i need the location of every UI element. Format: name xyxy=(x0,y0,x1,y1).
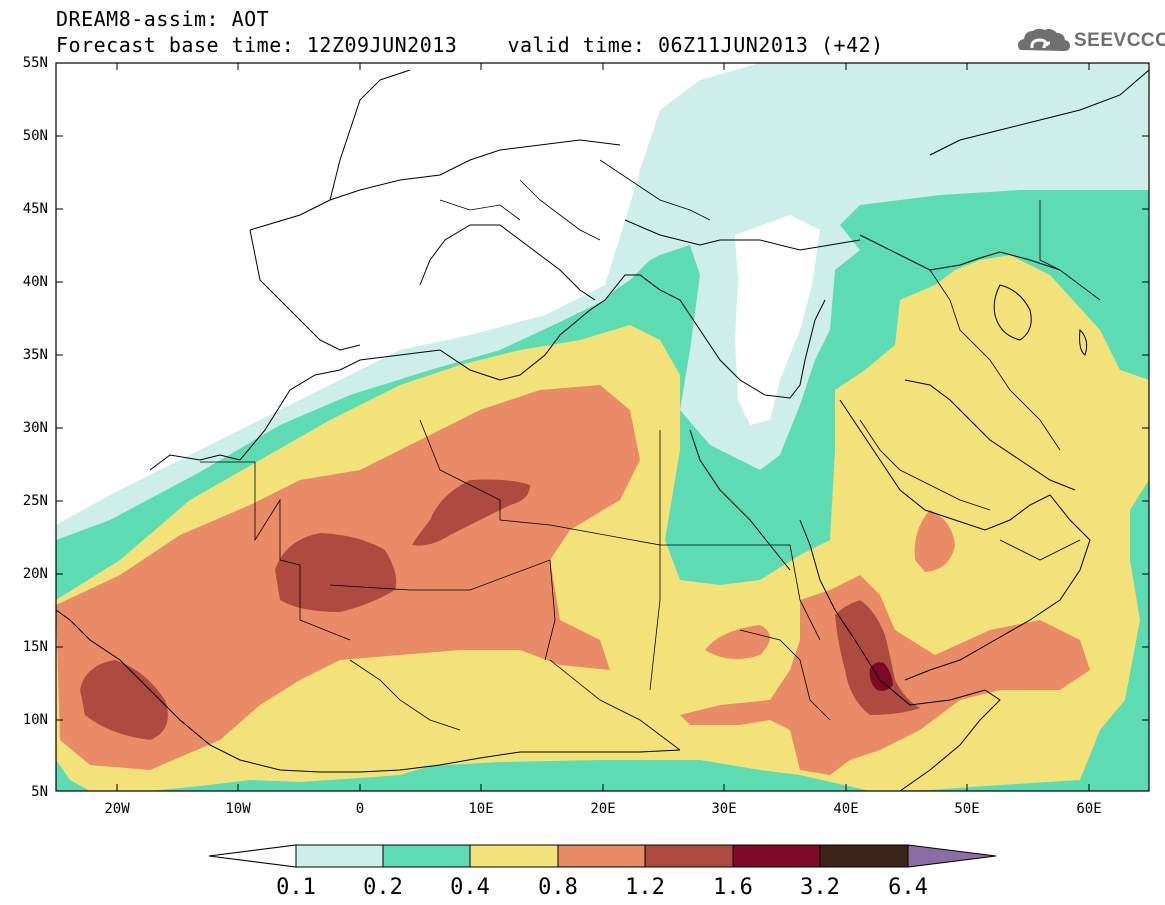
map-field xyxy=(56,63,1149,791)
lat-label-55n: 55N xyxy=(22,55,48,71)
colorbar-label-1-6: 1.6 xyxy=(713,875,753,900)
lat-tick-marks xyxy=(56,62,1149,721)
colorbar-swatch-3-2 xyxy=(819,844,909,868)
colorbar-swatch-0-2 xyxy=(382,844,471,868)
lon-tick-marks xyxy=(116,63,1090,791)
aot-band-1-2-libya xyxy=(412,479,530,546)
lon-label-30e: 30E xyxy=(711,801,737,817)
colorbar-label-3-2: 3.2 xyxy=(800,875,840,900)
lat-label-50n: 50N xyxy=(22,128,48,144)
lat-label-5n: 5N xyxy=(31,784,48,800)
lon-label-60e: 60E xyxy=(1076,801,1102,817)
colorbar-label-0-8: 0.8 xyxy=(538,875,578,900)
lat-label-25n: 25N xyxy=(22,493,48,509)
colorbar xyxy=(208,844,997,868)
colorbar-label-0-1: 0.1 xyxy=(276,875,316,900)
colorbar-label-0-2: 0.2 xyxy=(363,875,403,900)
lon-label-20e: 20E xyxy=(590,801,616,817)
lat-label-10n: 10N xyxy=(22,712,48,728)
colorbar-swatch-0-8 xyxy=(557,844,646,868)
lon-label-20w: 20W xyxy=(104,801,130,817)
lon-label-0: 0 xyxy=(355,801,365,817)
lon-label-10w: 10W xyxy=(225,801,251,817)
lon-label-50e: 50E xyxy=(954,801,980,817)
colorbar-label-1-2: 1.2 xyxy=(625,875,665,900)
colorbar-swatch-0-4 xyxy=(469,844,559,868)
colorbar-swatch-1-2 xyxy=(644,844,734,868)
coastlines xyxy=(56,69,1149,791)
aot-band-1-2-sahel xyxy=(275,533,397,612)
lat-label-35n: 35N xyxy=(22,347,48,363)
lat-label-30n: 30N xyxy=(22,420,48,436)
colorbar-under-arrow xyxy=(208,844,297,868)
colorbar-swatch-1-6 xyxy=(732,844,821,868)
lon-label-40e: 40E xyxy=(833,801,859,817)
aot-band-0-8-arabia xyxy=(914,510,955,572)
colorbar-over-arrow xyxy=(907,844,997,868)
seevccc-logo: SEEVCCC xyxy=(1016,24,1165,58)
colorbar-label-6-4: 6.4 xyxy=(888,875,928,900)
lat-label-45n: 45N xyxy=(22,201,48,217)
lat-label-15n: 15N xyxy=(22,639,48,655)
aot-band-1-2-horn xyxy=(835,600,920,715)
map-title: DREAM8-assim: AOT xyxy=(56,7,270,31)
colorbar-swatch-0-1 xyxy=(295,844,384,868)
cloud-logo-icon xyxy=(1018,28,1070,51)
lat-label-20n: 20N xyxy=(22,566,48,582)
forecast-time-line: Forecast base time: 12Z09JUN2013 valid t… xyxy=(56,33,884,57)
clear-zone-white xyxy=(735,215,820,425)
aot-band-1-6 xyxy=(869,662,893,691)
lon-label-10e: 10E xyxy=(468,801,494,817)
aot-band-1-2-west xyxy=(80,660,168,740)
colorbar-label-0-4: 0.4 xyxy=(450,875,490,900)
teal-zone-north xyxy=(600,63,760,300)
logo-text: SEEVCCC xyxy=(1074,30,1165,51)
country-borders xyxy=(200,159,1101,751)
lat-label-40n: 40N xyxy=(22,274,48,290)
